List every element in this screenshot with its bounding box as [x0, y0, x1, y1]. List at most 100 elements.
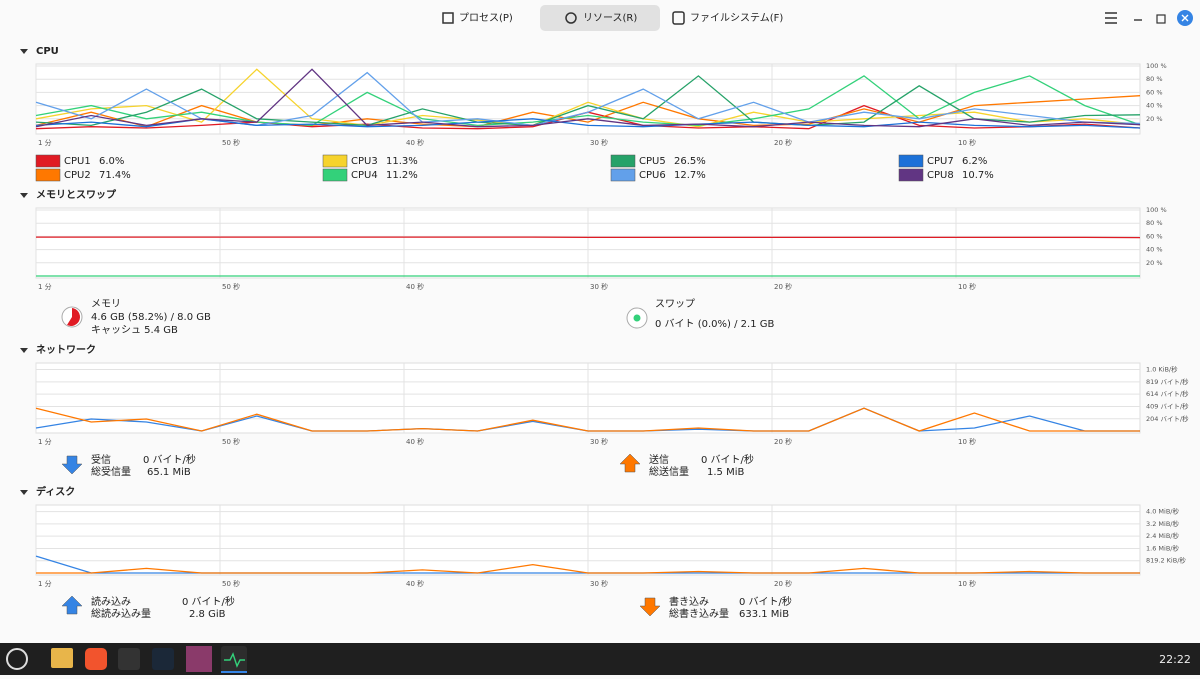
tab-resources[interactable]: リソース(R): [565, 12, 637, 24]
y-tick-label: 20 %: [1146, 259, 1163, 267]
active-indicator: [221, 671, 247, 673]
legend-swatch: [610, 154, 636, 168]
series-line: [36, 236, 1141, 239]
x-tick-label: 30 秒: [590, 138, 608, 147]
io-rate: 0 バイト/秒: [182, 595, 235, 608]
browser-app[interactable]: [85, 648, 107, 670]
legend-swatch: [610, 168, 636, 182]
monitor-icon: [224, 652, 245, 668]
tab-filesystem[interactable]: ファイルシステム(F): [672, 11, 783, 25]
y-tick-label: 60 %: [1146, 232, 1163, 240]
y-tick-label: 3.2 MiB/秒: [1146, 519, 1179, 528]
io-total: 2.8 GiB: [189, 609, 226, 620]
menu-button[interactable]: [1105, 12, 1117, 24]
memory-icon-fill: [67, 308, 81, 326]
collapse-arrow: [20, 348, 28, 353]
legend-label: CPU7: [927, 156, 954, 167]
tab-process[interactable]: プロセス(P): [442, 12, 513, 24]
memory-label: メモリ: [91, 299, 121, 310]
y-tick-label: 100 %: [1146, 206, 1167, 214]
arrow-up-icon: [619, 453, 641, 473]
section-title: ネットワーク: [36, 344, 96, 356]
menu-launcher[interactable]: [6, 648, 28, 670]
x-tick-label: 1 分: [38, 579, 52, 588]
legend-label: CPU1: [64, 156, 91, 167]
x-tick-label: 50 秒: [222, 138, 240, 147]
active-tab-bg: [540, 5, 660, 31]
game-app[interactable]: [186, 646, 212, 672]
arrow-down-icon: [61, 455, 83, 475]
legend-value: 6.2%: [962, 156, 987, 167]
arrow-down-icon: [639, 597, 661, 617]
legend-value: 6.0%: [99, 156, 124, 167]
legend-label: CPU2: [64, 170, 91, 181]
io-total-label: 総読み込み量: [91, 607, 151, 620]
tab-label[interactable]: ファイルシステム(F): [690, 12, 783, 24]
tab-label[interactable]: リソース(R): [583, 13, 637, 24]
collapse-arrow: [20, 49, 28, 54]
swap-detail: 0 バイト (0.0%) / 2.1 GB: [655, 318, 774, 330]
y-tick-label: 40 %: [1146, 246, 1163, 254]
io-total: 65.1 MiB: [147, 467, 191, 478]
section-title: メモリとスワップ: [36, 188, 117, 201]
series-line: [35, 75, 1141, 127]
x-tick-label: 40 秒: [406, 579, 424, 588]
io-total: 633.1 MiB: [739, 609, 789, 620]
series-line: [35, 75, 1141, 127]
legend-value: 71.4%: [99, 170, 131, 181]
files-app[interactable]: [51, 648, 73, 668]
x-tick-label: 10 秒: [958, 282, 976, 291]
y-tick-label: 100 %: [1146, 62, 1167, 70]
arrow-up-icon: [61, 595, 83, 615]
x-tick-label: 20 秒: [774, 282, 792, 291]
x-tick-label: 20 秒: [774, 138, 792, 147]
terminal-app[interactable]: [118, 648, 140, 670]
section-title: ディスク: [36, 485, 75, 498]
x-tick-label: 1 分: [38, 437, 52, 446]
close-button[interactable]: [1177, 10, 1193, 26]
memory-detail: キャッシュ 5.4 GB: [91, 325, 178, 336]
x-tick-label: 1 分: [38, 138, 52, 147]
x-tick-label: 40 秒: [406, 437, 424, 446]
io-rate: 0 バイト/秒: [739, 595, 792, 608]
section-title: CPU: [36, 46, 59, 57]
x-tick-label: 30 秒: [590, 579, 608, 588]
io-label: 送信: [649, 453, 669, 466]
y-tick-label: 204 バイト/秒: [1146, 414, 1189, 423]
swap-label: スワップ: [655, 298, 695, 310]
steam-app[interactable]: [152, 648, 174, 670]
legend-swatch: [898, 168, 924, 182]
x-tick-label: 20 秒: [774, 579, 792, 588]
x-tick-label: 10 秒: [958, 437, 976, 446]
tab-icon: [672, 11, 685, 25]
x-tick-label: 10 秒: [958, 579, 976, 588]
y-tick-label: 4.0 MiB/秒: [1146, 507, 1179, 516]
x-tick-label: 50 秒: [222, 282, 240, 291]
x-tick-label: 50 秒: [222, 579, 240, 588]
y-tick-label: 614 バイト/秒: [1146, 389, 1189, 398]
io-total-label: 総受信量: [91, 465, 131, 478]
legend-value: 10.7%: [962, 170, 994, 181]
y-tick-label: 80 %: [1146, 219, 1163, 227]
io-total-label: 総書き込み量: [669, 607, 729, 620]
io-label: 読み込み: [91, 595, 131, 608]
legend-swatch: [898, 154, 924, 168]
x-tick-label: 50 秒: [222, 437, 240, 446]
y-tick-label: 819 バイト/秒: [1146, 377, 1189, 386]
legend-label: CPU8: [927, 170, 954, 181]
x-tick-label: 40 秒: [406, 138, 424, 147]
maximize-button[interactable]: [1156, 14, 1166, 24]
legend-label: CPU6: [639, 170, 666, 181]
x-tick-label: 10 秒: [958, 138, 976, 147]
series-line: [35, 95, 1141, 128]
io-total-label: 総送信量: [649, 465, 689, 478]
io-rate: 0 バイト/秒: [701, 453, 754, 466]
tab-label[interactable]: プロセス(P): [459, 12, 513, 24]
legend-value: 26.5%: [674, 156, 706, 167]
legend-label: CPU4: [351, 170, 378, 181]
taskbar: [0, 643, 1200, 675]
y-tick-label: 80 %: [1146, 75, 1163, 83]
close-icon: [1181, 14, 1189, 22]
series-line: [36, 563, 1140, 574]
